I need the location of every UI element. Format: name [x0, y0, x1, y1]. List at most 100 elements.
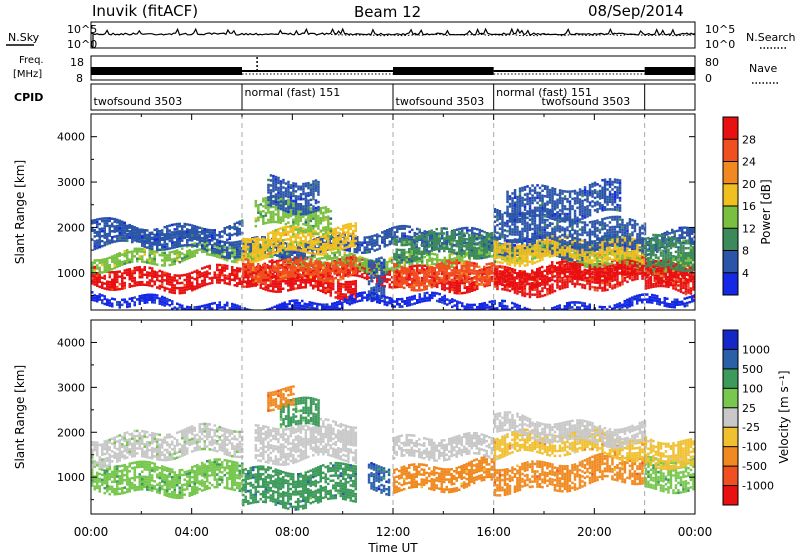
vel-scatter-region — [254, 417, 358, 466]
freq-block-4 — [644, 67, 695, 75]
time-tick-label: 08:00 — [275, 525, 310, 539]
power-ytick-label: 2000 — [57, 221, 85, 234]
velocity-colorbar-swatch — [723, 368, 738, 389]
nave-tick-top: 80 — [705, 56, 719, 69]
power-colorbar-swatch — [723, 139, 738, 162]
power-colorbar-swatch — [723, 161, 738, 184]
power-scatter-region — [267, 174, 320, 216]
station-title: Inuvik (fitACF) — [92, 2, 198, 20]
velocity-colorbar: -1000 -500 -100 -25 25 100 500 1000 — [722, 329, 774, 506]
noise-right-tick-top: 10^5 — [705, 23, 735, 36]
freq-block-2 — [393, 67, 494, 75]
velocity-colorbar-swatch — [723, 466, 738, 486]
velocity-colorbar-tick: -500 — [742, 460, 767, 473]
power-colorbar-swatch — [723, 250, 738, 273]
velocity-colorbar-swatch — [723, 330, 738, 350]
freq-block-1 — [242, 70, 393, 72]
noise-left-tick-bottom: 10^0 — [67, 38, 97, 51]
freq-block-0 — [91, 67, 242, 75]
vel-ytick-label: 1000 — [57, 471, 85, 484]
freq-label: Freq. — [19, 55, 44, 66]
power-colorbar-tick: 8 — [742, 245, 749, 258]
power-colorbar: 4 8 12 16 20 24 28 — [722, 116, 756, 296]
vel-scatter-region — [242, 461, 357, 511]
velocity-colorbar-tick: -25 — [742, 421, 760, 434]
velocity-colorbar-tick: 25 — [742, 402, 756, 415]
nave-label: Nave — [749, 62, 777, 75]
velocity-colorbar-tick: -100 — [742, 441, 767, 454]
velocity-colorbar-tick: 100 — [742, 382, 763, 395]
velocity-colorbar-swatch — [723, 427, 738, 447]
power-ytick-label: 3000 — [57, 176, 85, 189]
power-colorbar-tick: 28 — [742, 133, 756, 146]
noise-search-label: N.Search — [746, 31, 796, 44]
power-ytick-label: 1000 — [57, 267, 85, 280]
power-scatter-region — [393, 259, 496, 292]
cpid-segment-label: twofsound 3503 — [396, 95, 485, 108]
time-tick-label: 12:00 — [376, 525, 411, 539]
power-scatter-region — [91, 291, 695, 310]
power-colorbar-swatch — [723, 206, 738, 229]
velocity-colorbar-tick: -1000 — [742, 480, 774, 493]
velocity-colorbar-swatch — [723, 446, 738, 467]
noise-panel: N.Sky 10^5 10^0 10^5 10^0 N.Search — [6, 21, 796, 51]
time-axis-label: Time UT — [367, 541, 418, 554]
velocity-colorbar-swatch — [723, 407, 738, 428]
velocity-colorbar-label: Velocity [m s⁻¹] — [777, 370, 791, 463]
velocity-colorbar-tick: 1000 — [742, 343, 770, 356]
freq-tick-top: 18 — [70, 56, 84, 69]
velocity-colorbar-swatch — [723, 388, 738, 408]
nave-tick-bottom: 0 — [705, 72, 712, 85]
date-title: 08/Sep/2014 — [588, 2, 684, 20]
time-tick-label: 00:00 — [74, 525, 109, 539]
power-colorbar-swatch — [723, 117, 738, 140]
vel-scatter-region — [91, 458, 244, 499]
beam-title: Beam 12 — [354, 3, 421, 21]
vel-ytick-label: 2000 — [57, 426, 85, 439]
cpid-label: CPID — [14, 91, 43, 104]
power-colorbar-label: Power [dB] — [759, 179, 773, 244]
freq-tick-bottom: 8 — [76, 72, 83, 85]
noise-sky-trace — [90, 27, 696, 47]
time-tick-label: 20:00 — [577, 525, 612, 539]
power-colorbar-tick: 24 — [742, 156, 756, 169]
cpid-segment-label: twofsound 3503 — [541, 95, 630, 108]
power-scatter-region — [644, 233, 695, 272]
vel-scatter-region — [279, 396, 320, 429]
noise-left-tick-top: 10^5 — [67, 23, 97, 36]
time-axis: 00:00 04:00 08:00 12:00 16:00 20:00 00:00 — [74, 525, 713, 539]
vel-scatter-region — [393, 431, 496, 462]
cpid-segment-label: twofsound 3503 — [94, 95, 183, 108]
power-colorbar-swatch — [723, 272, 738, 295]
velocity-colorbar-swatch — [723, 349, 738, 369]
power-colorbar-tick: 16 — [742, 200, 756, 213]
power-scatter-region — [242, 222, 357, 264]
velocity-ylabel: Slant Range [km] — [13, 365, 27, 469]
power-colorbar-tick: 20 — [742, 178, 756, 191]
freq-unit-label: [MHz] — [13, 69, 42, 80]
power-scatter-region — [91, 217, 244, 245]
vel-ytick-label: 3000 — [57, 381, 85, 394]
noise-sky-label: N.Sky — [8, 31, 40, 44]
vel-scatter-region — [393, 455, 496, 494]
power-scatter-region — [242, 255, 357, 284]
power-scatter-region — [506, 178, 622, 224]
vel-scatter-region — [493, 411, 647, 449]
cpid-segment-label: normal (fast) 151 — [496, 86, 592, 99]
vel-scatter-region — [267, 385, 295, 412]
vel-scatter-region — [367, 462, 391, 497]
power-scatter-region — [393, 227, 496, 264]
power-colorbar-swatch — [723, 228, 738, 251]
freq-trace — [91, 57, 695, 75]
vel-scatter-region — [493, 452, 647, 497]
power-panel: 1000 2000 3000 4000 Slant Range [km] 4 8 12 16… — [13, 113, 773, 311]
velocity-colorbar-swatch — [723, 485, 738, 505]
time-tick-label: 00:00 — [678, 525, 713, 539]
vel-scatter-region — [644, 436, 695, 471]
power-colorbar-tick: 12 — [742, 222, 756, 235]
vel-scatter-region — [91, 422, 244, 469]
power-ytick-label: 4000 — [57, 131, 85, 144]
